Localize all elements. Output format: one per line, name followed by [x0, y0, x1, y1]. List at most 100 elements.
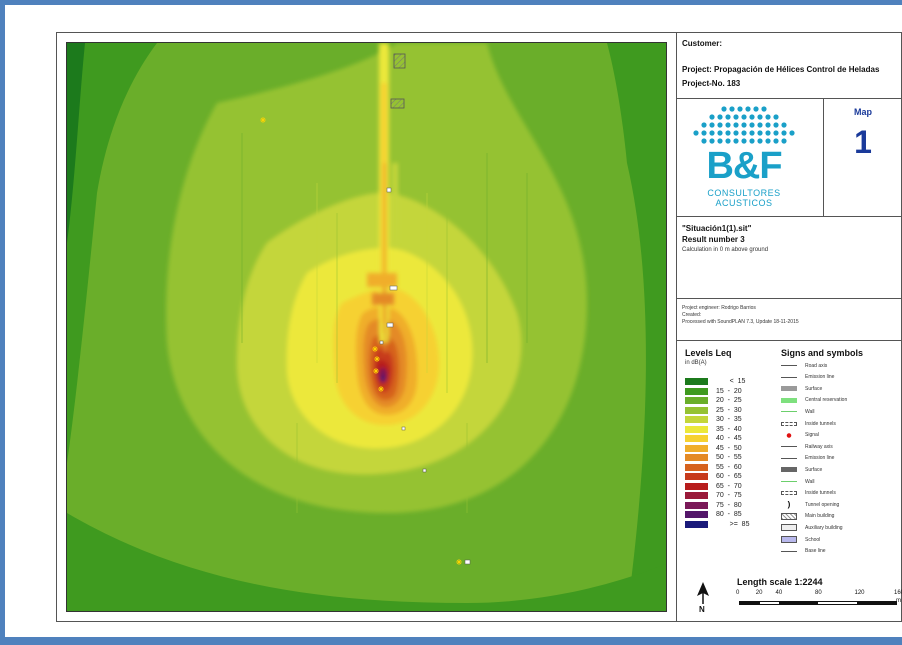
level-color-swatch — [685, 482, 708, 490]
level-range-label: 25 - 30 — [716, 406, 742, 414]
symbol-label: Inside tunnels — [805, 420, 836, 427]
auxiliary-building-3 — [386, 322, 394, 328]
logo-dot — [765, 130, 771, 136]
length-scale-label: Length scale 1:2244 — [737, 577, 823, 587]
logo-dot — [737, 106, 743, 112]
level-range-label: 30 - 35 — [716, 416, 742, 423]
symbol-legend-row: Main building — [781, 512, 834, 521]
noise-map[interactable] — [66, 42, 667, 612]
symbol-legend-row: Wall — [781, 477, 815, 486]
levels-title: Levels Leq — [685, 348, 732, 358]
level-color-swatch — [685, 511, 708, 518]
level-range-label: 15 - 20 — [716, 387, 742, 395]
symbol-label: Central reservation — [805, 397, 848, 404]
level-color-swatch — [685, 454, 708, 461]
scale-tick-label: 0 — [736, 590, 740, 596]
contour-streaks — [216, 133, 528, 513]
blue-box-icon — [781, 536, 797, 543]
level-legend-row: 50 - 55 — [685, 453, 742, 462]
window-frame-left — [0, 0, 5, 645]
symbol-label: Wall — [805, 478, 815, 485]
level-color-swatch — [685, 520, 708, 528]
level-legend-row: 75 - 80 — [685, 501, 742, 510]
symbol-label: Road axis — [805, 362, 828, 369]
level-range-label: 80 - 85 — [716, 511, 742, 518]
symbol-legend-row: Inside tunnels — [781, 489, 836, 498]
level-range-label: 40 - 45 — [716, 435, 742, 442]
logo-dot — [765, 122, 771, 128]
level-range-label: 20 - 25 — [716, 397, 742, 404]
scale-bar-segment — [818, 602, 857, 604]
logo-subtitle-2: ACUSTICOS — [715, 198, 773, 208]
symbol-label: Tunnel opening — [805, 501, 840, 508]
logo-dot — [773, 138, 779, 144]
logo-dot — [717, 122, 723, 128]
divider — [677, 340, 902, 341]
source-star — [456, 559, 462, 565]
scale-bar-segment — [759, 602, 779, 604]
level-range-label: 75 - 80 — [716, 501, 742, 509]
level-legend-row: 70 - 75 — [685, 491, 742, 500]
line-green-icon — [781, 411, 797, 413]
scale-bar-segment — [779, 602, 818, 604]
levels-unit: in dB(A) — [685, 360, 707, 366]
level-color-swatch — [685, 387, 708, 395]
symbol-legend-row: Emission line — [781, 454, 834, 463]
symbol-legend-row: Signal — [781, 431, 819, 440]
window-frame-bottom — [0, 637, 902, 645]
outline-box-icon — [781, 524, 797, 532]
logo-dot — [725, 114, 731, 120]
logo-dot — [773, 122, 779, 128]
auxiliary-building-2 — [389, 285, 398, 291]
project-engineer: Project engineer: Rodrigo Barrios — [682, 305, 756, 311]
north-arrow-icon — [697, 582, 709, 604]
logo-dot — [781, 122, 787, 128]
logo-dot — [701, 138, 707, 144]
level-legend-row: 30 - 35 — [685, 415, 742, 424]
processed-with: Processed with SoundPLAN 7.3, Update 18-… — [682, 319, 799, 325]
logo-dot — [725, 138, 731, 144]
line-thin-icon — [781, 376, 797, 378]
symbol-label: Base line — [805, 548, 826, 555]
logo-dot — [701, 130, 707, 136]
scale-tick-labels: 0 20 40 80 120 160 — [736, 590, 902, 600]
symbols-title: Signs and symbols — [781, 348, 864, 358]
symbol-legend-row: Surface — [781, 384, 822, 393]
level-color-swatch — [685, 444, 708, 452]
red-dot-icon — [781, 431, 797, 439]
symbol-label: Auxiliary building — [805, 524, 843, 531]
logo-dot — [729, 106, 735, 112]
symbol-legend-row: School — [781, 535, 820, 544]
level-legend-row: < 15 — [685, 377, 745, 386]
company-logo: B&F CONSULTORES ACUSTICOS — [689, 103, 799, 213]
helix-sources — [260, 117, 462, 565]
logo-dot — [693, 130, 699, 136]
level-color-swatch — [685, 435, 708, 442]
symbol-legend-row: Base line — [781, 547, 826, 556]
logo-dot — [701, 122, 707, 128]
level-range-label: 45 - 50 — [716, 444, 742, 452]
level-range-label: 65 - 70 — [716, 482, 742, 490]
level-legend-row: 55 - 60 — [685, 463, 742, 472]
logo-dot — [709, 114, 715, 120]
logo-dot — [721, 106, 727, 112]
scale-tick-label: 40 — [775, 590, 783, 596]
line-thin-icon — [781, 365, 797, 366]
main-building-1 — [393, 53, 406, 69]
logo-dot — [745, 106, 751, 112]
symbol-legend-row: Wall — [781, 407, 815, 416]
zone-70-80 — [379, 368, 387, 382]
level-color-swatch — [685, 501, 708, 509]
map-number: 1 — [854, 124, 872, 160]
window-frame-top — [0, 0, 902, 5]
source-star — [372, 346, 378, 352]
symbol-legend-row: ) Tunnel opening — [781, 500, 840, 509]
symbol-legend-row: Inside tunnels — [781, 419, 836, 428]
logo-dot — [717, 114, 723, 120]
logo-dot — [749, 138, 755, 144]
zone-15-20-left — [67, 43, 157, 463]
logo-dot — [757, 114, 763, 120]
logo-dot — [765, 138, 771, 144]
logo-dot — [709, 130, 715, 136]
level-range-label: < 15 — [716, 378, 746, 385]
